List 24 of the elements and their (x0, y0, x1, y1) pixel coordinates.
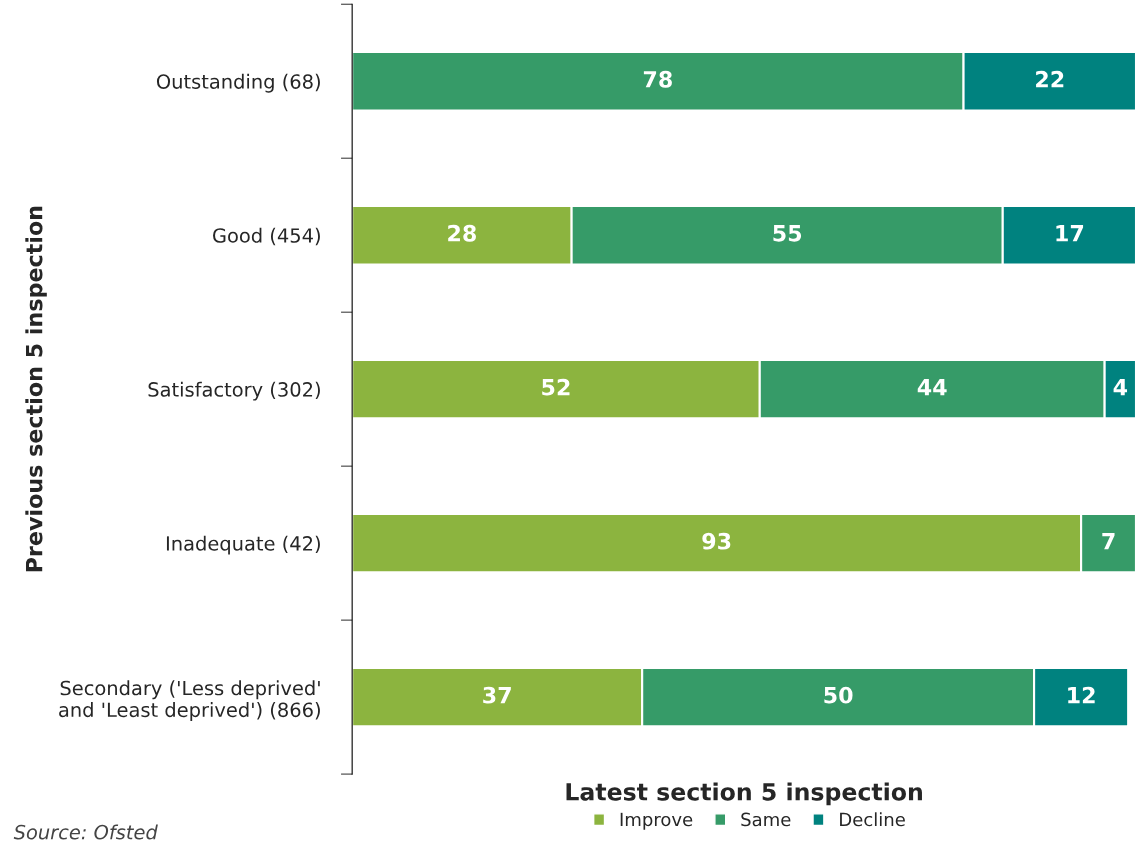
y-tick-label: Inadequate (42) (166, 535, 320, 555)
y-axis-title: Previous section 5 inspection (25, 206, 47, 572)
data-label: 12 (1068, 686, 1095, 704)
data-label: 4 (1113, 379, 1128, 396)
source-note: Source: Ofsted (13, 824, 158, 840)
data-label: 37 (483, 686, 511, 704)
x-axis-title: Latest section 5 inspection (566, 782, 922, 806)
data-label: 55 (773, 225, 802, 242)
data-label: 17 (1056, 225, 1084, 242)
data-label: 93 (702, 532, 731, 550)
data-label: 44 (917, 379, 947, 396)
data-label: 28 (448, 224, 476, 242)
y-tick-label: Outstanding (68) (156, 73, 320, 93)
data-label: 50 (824, 686, 853, 704)
legend-label: Same (741, 812, 791, 827)
data-label: 7 (1102, 533, 1115, 550)
legend-label: Decline (840, 812, 905, 827)
legend-label: Improve (620, 812, 693, 830)
y-tick-label: Good (454) (213, 227, 320, 246)
data-label: 52 (542, 378, 570, 396)
y-tick-label: Secondary ('Less deprived' and 'Least deprived') (866) (59, 680, 320, 721)
y-tick-label: Satisfactory (302) (148, 381, 320, 401)
data-label: 22 (1036, 70, 1064, 88)
data-label: 78 (643, 70, 672, 88)
